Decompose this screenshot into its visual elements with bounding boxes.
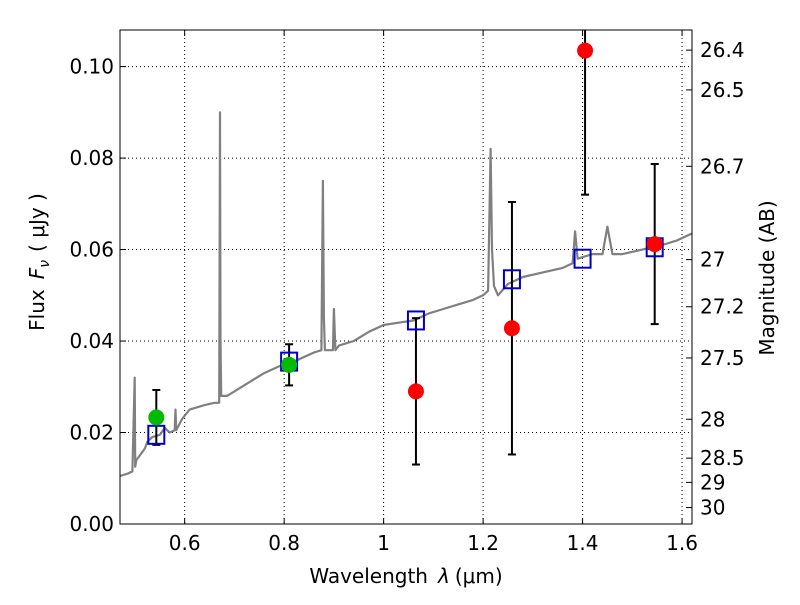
x-tick-label: 1.2 — [467, 531, 499, 555]
y-tick-label: 0.10 — [69, 55, 114, 79]
y-tick-label: 0.00 — [69, 512, 114, 536]
model-photometry-square — [573, 248, 592, 269]
y2-tick-label: 26.4 — [700, 38, 745, 62]
y2-tick-label: 27.5 — [700, 346, 745, 370]
green-point — [148, 409, 165, 426]
y2-tick-label: 30 — [700, 496, 725, 520]
data-series — [119, 30, 693, 478]
x-tick-label: 0.6 — [169, 531, 201, 555]
y2-tick-label: 26.7 — [700, 154, 745, 178]
model-photometry-square — [502, 269, 521, 290]
model-photometry-square — [147, 424, 166, 445]
y-tick-label: 0.04 — [69, 329, 114, 353]
model-photometry-square — [406, 310, 425, 331]
plot-area — [120, 30, 692, 524]
y2-tick-label: 27 — [700, 248, 725, 272]
y2-tick-label: 28.5 — [700, 446, 745, 470]
y2-tick-label: 27.2 — [700, 295, 745, 319]
spectrum-line — [119, 111, 693, 478]
red-point — [503, 320, 520, 337]
y-axis-label: FluxFν( μJy ) — [25, 193, 53, 331]
red-point — [646, 236, 663, 253]
red-point — [577, 42, 594, 59]
x-axis-label: Wavelength λ (μm) — [309, 564, 502, 588]
green-point — [281, 356, 298, 373]
y2-tick-label: 28 — [700, 407, 725, 431]
x-tick-label: 1.6 — [666, 531, 698, 555]
x-tick-label: 1 — [377, 531, 390, 555]
y2-tick-label: 26.5 — [700, 78, 745, 102]
plot-frame — [119, 29, 693, 525]
y2-axis-label: Magnitude (AB) — [755, 200, 779, 355]
y2-tick-label: 29 — [700, 470, 725, 494]
y-tick-label: 0.08 — [69, 146, 114, 170]
red-point — [407, 383, 424, 400]
y-tick-label: 0.06 — [69, 238, 114, 262]
x-tick-label: 0.8 — [268, 531, 300, 555]
axes-ticks: 0.6 0.8 1 1.2 1.4 1.6 0.00 0.02 0.04 0.06 0.08 0.10… — [69, 30, 745, 555]
y-tick-label: 0.02 — [69, 421, 114, 445]
x-tick-label: 1.4 — [567, 531, 599, 555]
